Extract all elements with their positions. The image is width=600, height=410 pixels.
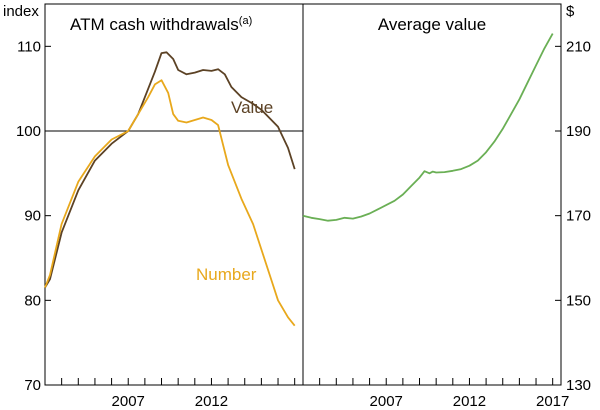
right-y-tick-label: 170 [566, 208, 591, 225]
right-y-tick-label: 210 [566, 38, 591, 55]
value-series-label: Value [231, 98, 273, 117]
left-y-tick-label: 80 [24, 292, 41, 309]
x-tick-label: 2007 [112, 393, 145, 410]
left-y-tick-label: 90 [24, 208, 41, 225]
x-tick-label: 2012 [453, 393, 486, 410]
x-tick-label: 2017 [536, 393, 569, 410]
left-y-tick-label: 100 [16, 123, 41, 140]
left-y-tick-label: 70 [24, 377, 41, 394]
left-panel-series [44, 51, 296, 327]
series-line-average-value [302, 33, 554, 222]
title-superscript: (a) [239, 15, 252, 27]
right-panel-frame [302, 3, 562, 386]
right-y-axis: 130 150 170 190 210 [555, 38, 591, 394]
right-y-tick-label: 130 [566, 377, 591, 394]
left-panel-title: ATM cash withdrawals(a) [70, 15, 252, 34]
right-panel-series [302, 33, 554, 222]
right-panel-title: Average value [378, 15, 486, 34]
right-y-tick-label: 150 [566, 292, 591, 309]
right-axis-unit: $ [566, 3, 575, 20]
left-y-tick-label: 110 [17, 38, 41, 55]
x-axis: 2007 2012 2007 2012 2017 [61, 378, 569, 410]
series-line-number [44, 79, 296, 327]
x-tick-label: 2012 [195, 393, 228, 410]
left-y-axis: 70 80 90 100 110 [16, 38, 51, 394]
x-tick-label: 2007 [370, 393, 403, 410]
left-axis-unit: index [3, 3, 39, 20]
number-series-label: Number [196, 265, 257, 284]
series-line-value [44, 51, 296, 289]
right-y-tick-label: 190 [566, 123, 591, 140]
